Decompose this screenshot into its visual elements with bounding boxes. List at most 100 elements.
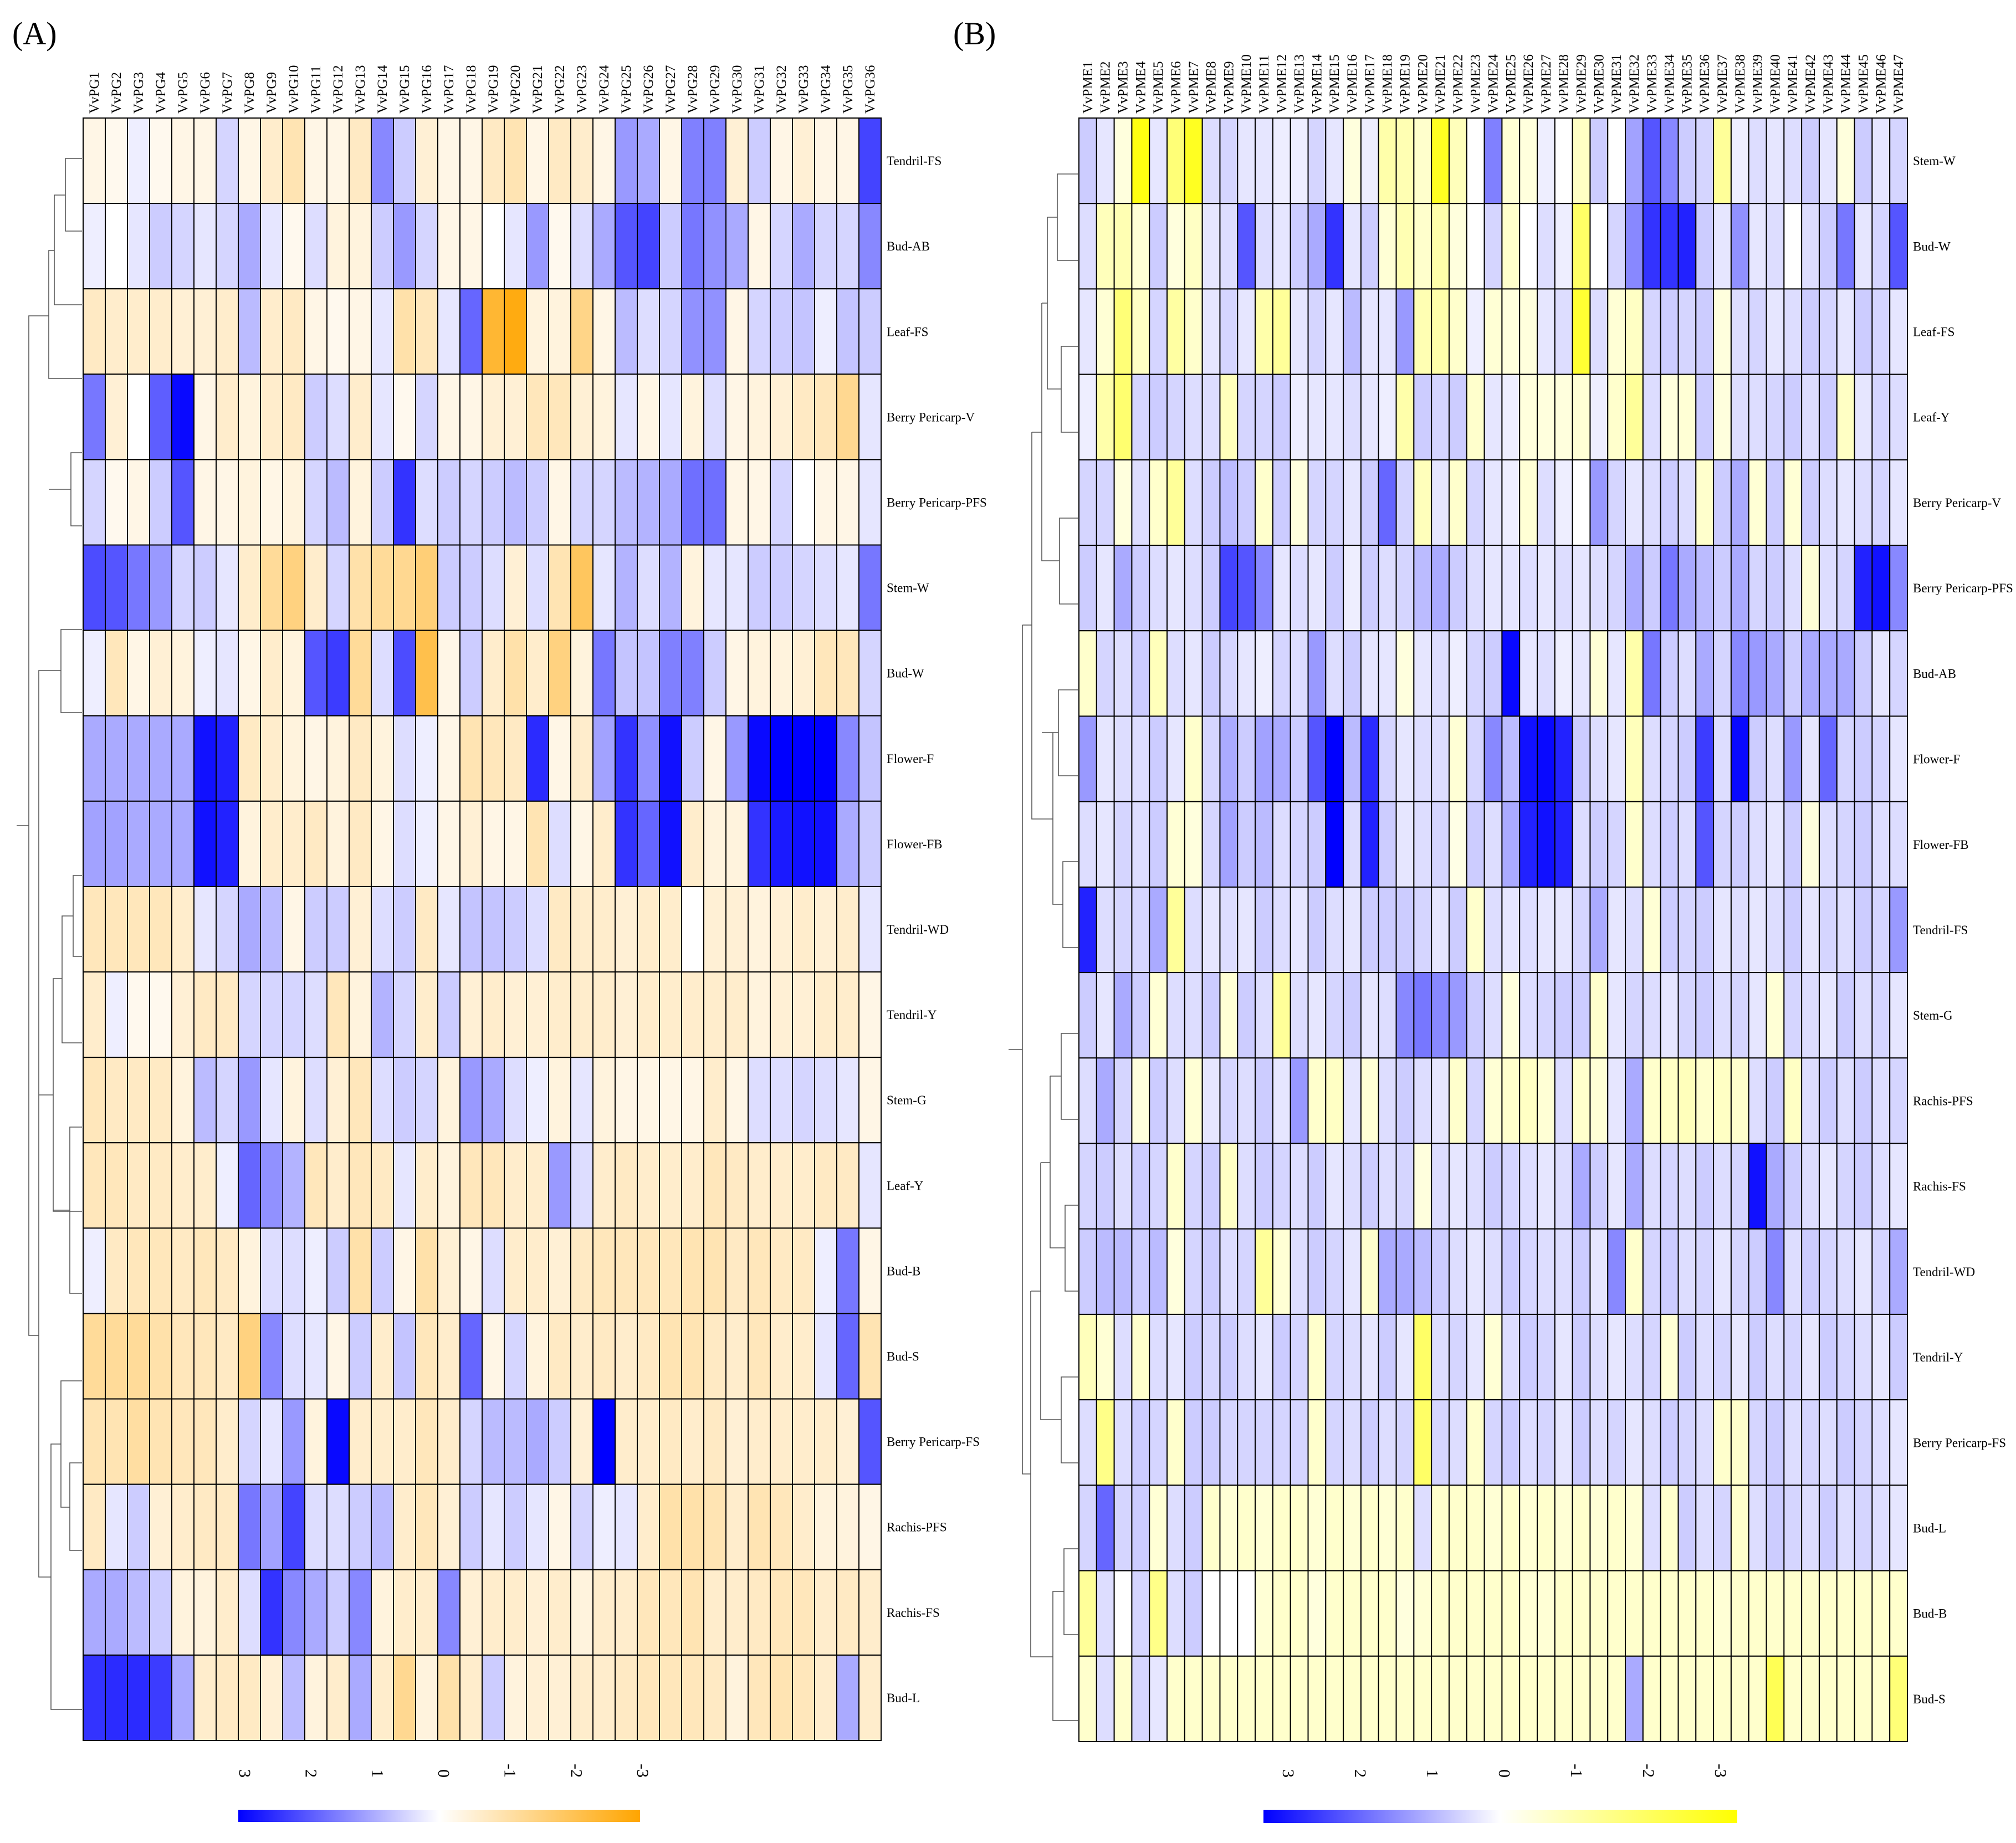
heatmap-cell <box>282 1313 305 1400</box>
heatmap-cell <box>615 885 638 973</box>
heatmap-cell <box>1889 886 1908 974</box>
heatmap-cell <box>1589 1057 1609 1144</box>
heatmap-cell <box>1713 373 1732 460</box>
heatmap-cell <box>1307 630 1327 717</box>
heatmap-cell <box>1395 1057 1415 1144</box>
heatmap-cell <box>1096 545 1115 632</box>
heatmap-cell <box>482 117 505 204</box>
heatmap-cell <box>459 1227 483 1314</box>
heatmap-cell <box>349 971 372 1058</box>
heatmap-cell <box>1766 1057 1785 1144</box>
heatmap-cell <box>1078 1399 1097 1486</box>
heatmap-cell <box>1413 1228 1432 1315</box>
heatmap-cell <box>1166 203 1185 290</box>
heatmap-cell <box>1431 801 1450 888</box>
heatmap-cell <box>1625 801 1644 888</box>
heatmap-cell <box>1255 203 1273 290</box>
heatmap-cell <box>1166 801 1185 888</box>
heatmap-cell <box>1201 886 1221 974</box>
heatmap-cell <box>1818 203 1838 290</box>
heatmap-cell <box>1554 1570 1573 1657</box>
heatmap-cell <box>703 544 726 631</box>
heatmap-cell <box>1184 1399 1203 1486</box>
heatmap-cell <box>482 203 505 290</box>
heatmap-cell <box>1836 203 1855 290</box>
heatmap-cell <box>393 1227 416 1314</box>
heatmap-cell <box>1237 203 1256 290</box>
heatmap-cell <box>105 1313 128 1400</box>
heatmap-cell <box>1201 1313 1221 1401</box>
heatmap-cell <box>1537 1655 1556 1743</box>
heatmap-cell <box>282 1483 305 1570</box>
heatmap-cell <box>1307 203 1327 290</box>
heatmap-cell <box>637 1398 660 1485</box>
row-label: Rachis-FS <box>1913 1180 1966 1194</box>
heatmap-cell <box>1078 1484 1097 1571</box>
column-label: VvPG20 <box>508 65 523 114</box>
heatmap-cell <box>570 544 593 631</box>
heatmap-cell <box>1818 1143 1838 1230</box>
heatmap-cell <box>1836 801 1855 888</box>
heatmap-cell <box>149 1313 172 1400</box>
heatmap-cell <box>1642 1399 1661 1486</box>
heatmap-cell <box>1501 1655 1521 1743</box>
heatmap-cell <box>1290 1057 1309 1144</box>
heatmap-cell <box>1378 886 1397 974</box>
heatmap-cell <box>1818 1228 1838 1315</box>
heatmap-cell <box>1713 1313 1732 1401</box>
heatmap-cell <box>748 885 771 973</box>
heatmap-cell <box>326 459 350 546</box>
heatmap-cell <box>1572 1655 1591 1743</box>
row-label: Berry Pericarp-V <box>1913 496 2001 510</box>
heatmap-cell <box>1730 1570 1749 1657</box>
heatmap-cell <box>1166 1399 1185 1486</box>
heatmap-cell <box>459 1142 483 1229</box>
heatmap-cell <box>1783 630 1803 717</box>
heatmap-cell <box>792 971 815 1058</box>
heatmap-cell <box>415 885 438 973</box>
heatmap-cell <box>1677 1484 1697 1571</box>
heatmap-cell <box>1554 1655 1573 1743</box>
heatmap-cell <box>725 1313 749 1400</box>
heatmap-cell <box>1255 1057 1273 1144</box>
heatmap-cell <box>1677 1057 1697 1144</box>
heatmap-cell <box>1149 972 1168 1059</box>
row-label: Bud-S <box>887 1350 919 1364</box>
heatmap-cell <box>415 1398 438 1485</box>
heatmap-cell <box>1448 1399 1467 1486</box>
heatmap-cell <box>415 288 438 375</box>
column-label: VvPG18 <box>464 65 479 114</box>
heatmap-cell <box>1325 373 1344 460</box>
heatmap-cell <box>836 1313 859 1400</box>
heatmap-cell <box>1201 801 1221 888</box>
heatmap-cell <box>1166 630 1185 717</box>
heatmap-cell <box>1677 1570 1697 1657</box>
heatmap-cell <box>127 1227 150 1314</box>
heatmap-cell <box>1801 630 1820 717</box>
heatmap-cell <box>814 288 837 375</box>
heatmap-cell <box>1272 117 1291 204</box>
heatmap-cell <box>1625 630 1644 717</box>
heatmap-cell <box>1219 886 1239 974</box>
column-label: VvPG16 <box>419 65 434 114</box>
heatmap-cell <box>1713 459 1732 546</box>
heatmap-cell <box>1343 1057 1362 1144</box>
heatmap-cell <box>1783 459 1803 546</box>
heatmap-cell <box>1660 545 1679 632</box>
colorbar-tick-label: -2 <box>567 1764 585 1778</box>
heatmap-cell <box>482 1057 505 1144</box>
heatmap-cell <box>1360 203 1379 290</box>
heatmap-cell <box>659 1227 682 1314</box>
heatmap-cell <box>1237 972 1256 1059</box>
heatmap-cell <box>1730 1143 1749 1230</box>
heatmap-cell <box>1642 715 1661 802</box>
heatmap-cell <box>1307 1228 1327 1315</box>
heatmap-cell <box>127 629 150 716</box>
heatmap-cell <box>127 1654 150 1742</box>
heatmap-cell <box>105 203 128 290</box>
heatmap-cell <box>193 1142 217 1229</box>
heatmap-cell <box>171 715 195 802</box>
row-label: Rachis-PFS <box>887 1521 947 1534</box>
heatmap-cell <box>748 971 771 1058</box>
heatmap-cell <box>459 629 483 716</box>
